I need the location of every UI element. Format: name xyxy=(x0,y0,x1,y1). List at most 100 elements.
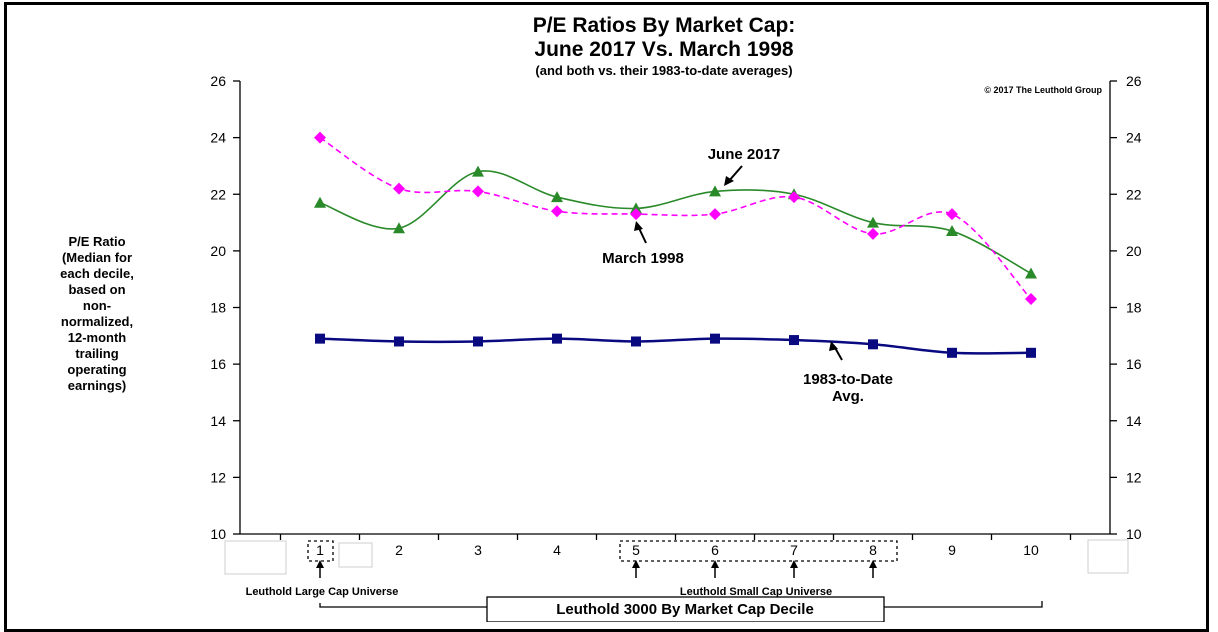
point-march-1998 xyxy=(709,208,721,221)
point-march-1998 xyxy=(867,227,879,240)
point-average xyxy=(631,336,641,347)
xlabel-box xyxy=(486,596,885,622)
y-tick-label-right: 20 xyxy=(1126,243,1142,259)
annotation-march-arrowhead xyxy=(634,221,643,231)
y-tick-label-right: 10 xyxy=(1126,526,1142,542)
point-march-1998 xyxy=(788,191,800,204)
x-tick-label: 5 xyxy=(632,542,640,558)
series-line-2 xyxy=(319,337,1032,355)
y-axis-label-line: operating xyxy=(67,362,126,377)
y-axis-label-line: normalized, xyxy=(61,314,133,329)
point-june-2017 xyxy=(314,196,326,208)
y-tick-label-left: 24 xyxy=(210,130,226,146)
y-tick-label-right: 24 xyxy=(1126,130,1142,146)
point-march-1998 xyxy=(630,208,642,221)
y-tick-label-right: 12 xyxy=(1126,469,1142,485)
universe-arrowhead xyxy=(632,560,640,568)
series-group xyxy=(314,131,1037,358)
y-tick-label-left: 20 xyxy=(210,243,226,259)
y-tick-label-left: 12 xyxy=(210,469,226,485)
point-average xyxy=(394,336,404,347)
xlabel-bracket-right xyxy=(884,601,1043,608)
point-march-1998 xyxy=(1025,293,1037,306)
x-tick-label: 7 xyxy=(790,542,798,558)
chart-title-line2: June 2017 Vs. March 1998 xyxy=(534,38,793,61)
point-june-2017 xyxy=(551,191,563,203)
blank-box-2 xyxy=(338,542,373,568)
y-tick-label-right: 16 xyxy=(1126,356,1142,372)
large-cap-bracket-box xyxy=(307,540,334,562)
y-axis-label-line: trailing xyxy=(75,346,118,361)
annotation-average-label: 1983-to-Date xyxy=(803,371,893,388)
point-june-2017 xyxy=(472,165,484,177)
point-march-1998 xyxy=(314,131,326,144)
universe-arrowhead xyxy=(711,560,719,568)
blank-box-right xyxy=(1087,539,1129,574)
y-axis-label-line: (Median for xyxy=(62,250,132,265)
point-average xyxy=(1026,347,1036,358)
blank-box-left xyxy=(224,540,287,575)
annotation-june-label: June 2017 xyxy=(708,146,781,163)
y-tick-label-left: 18 xyxy=(210,300,226,316)
universe-arrowhead xyxy=(790,560,798,568)
point-average xyxy=(868,339,878,350)
y-axis-label-line: based on xyxy=(68,282,125,297)
copyright-note: © 2017 The Leuthold Group xyxy=(984,85,1102,95)
annotation-average-arrowhead xyxy=(829,341,838,351)
x-tick-label: 2 xyxy=(395,542,403,558)
x-tick-label: 1 xyxy=(316,542,324,558)
point-march-1998 xyxy=(472,185,484,198)
chart-title: P/E Ratios By Market Cap: xyxy=(533,14,796,37)
point-average xyxy=(552,333,562,344)
universe-arrows xyxy=(316,560,877,578)
point-march-1998 xyxy=(393,182,405,195)
annotation-average-label-2: Avg. xyxy=(832,388,864,405)
point-june-2017 xyxy=(709,185,721,197)
y-axis-label-line: P/E Ratio xyxy=(68,234,125,249)
small-cap-bracket-box xyxy=(619,540,898,562)
y-tick-label-right: 18 xyxy=(1126,300,1142,316)
series-line-1 xyxy=(319,136,1032,300)
y-tick-label-left: 16 xyxy=(210,356,226,372)
axes xyxy=(239,81,1111,535)
series-line-0 xyxy=(319,170,1032,275)
point-june-2017 xyxy=(867,216,879,228)
annotation-average: 1983-to-Date Avg. xyxy=(803,341,893,405)
point-average xyxy=(315,333,325,344)
y-axis-label-line: earnings) xyxy=(68,378,127,393)
x-tick-label: 4 xyxy=(553,542,561,558)
x-tick-label: 10 xyxy=(1023,542,1039,558)
x-tick-label: 8 xyxy=(869,542,877,558)
universe-arrowhead xyxy=(316,560,324,568)
y-axis-label-line: 12-month xyxy=(68,330,127,345)
point-average xyxy=(473,336,483,347)
y-tick-label-left: 26 xyxy=(210,73,226,89)
point-march-1998 xyxy=(946,208,958,221)
y-tick-label-left: 10 xyxy=(210,526,226,542)
annotation-june-arrowhead xyxy=(724,176,734,186)
y-tick-label-left: 22 xyxy=(210,186,226,202)
point-average xyxy=(947,347,957,358)
x-axis-label: Leuthold 3000 By Market Cap Decile xyxy=(556,601,814,618)
point-june-2017 xyxy=(630,202,642,214)
point-march-1998 xyxy=(551,205,563,218)
annotation-march-1998: March 1998 xyxy=(602,221,684,267)
small-cap-universe-label: Leuthold Small Cap Universe xyxy=(680,586,832,598)
x-tick-label: 9 xyxy=(948,542,956,558)
chart-subtitle: (and both vs. their 1983-to-date average… xyxy=(535,63,792,78)
y-tick-label-right: 26 xyxy=(1126,73,1142,89)
y-axis-label-line: non- xyxy=(83,298,111,313)
y-tick-label-right: 22 xyxy=(1126,186,1142,202)
annotation-march-label: March 1998 xyxy=(602,250,684,267)
point-june-2017 xyxy=(1025,267,1037,279)
y-axis-label-line: each decile, xyxy=(60,266,134,281)
universe-arrowhead xyxy=(869,560,877,568)
point-average xyxy=(789,335,799,346)
x-tick-label: 6 xyxy=(711,542,719,558)
point-june-2017 xyxy=(946,225,958,237)
y-tick-label-left: 14 xyxy=(210,413,226,429)
point-june-2017 xyxy=(393,222,405,234)
